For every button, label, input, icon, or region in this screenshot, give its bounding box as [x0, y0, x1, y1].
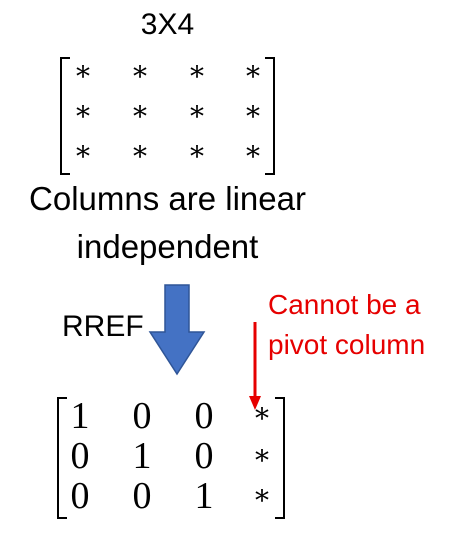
matrix-row: 0 1 0 * [57, 437, 285, 477]
matrix-cell: 0 [194, 395, 214, 437]
annotation-line-1: Cannot be a [268, 289, 421, 320]
matrix-cell: * [133, 140, 147, 173]
down-arrow-icon [148, 284, 206, 376]
matrix-cell: * [76, 140, 90, 173]
matrix-row: * * * * [60, 143, 275, 173]
matrix-cell: 1 [70, 395, 90, 437]
right-bracket [265, 57, 275, 175]
matrix-cell: * [76, 100, 90, 133]
matrix-size-label: 3X4 [140, 8, 195, 41]
matrix-cell: 0 [132, 395, 152, 437]
matrix-row: 1 0 0 * [57, 397, 285, 437]
matrix-cell: * [190, 100, 204, 133]
left-bracket [60, 57, 70, 175]
red-pointer-arrow-icon [249, 322, 261, 410]
rref-label: RREF [62, 310, 144, 343]
rref-matrix: 1 0 0 * 0 1 0 * 0 0 1 * [57, 397, 285, 519]
caption-line-1: Columns are linear [29, 180, 306, 217]
matrix-cell: * [255, 402, 269, 435]
matrix-row: * * * * [60, 63, 275, 93]
top-matrix: * * * * * * * * * * * * [60, 57, 275, 175]
matrix-cell: * [190, 60, 204, 93]
matrix-cell: 1 [132, 435, 152, 477]
matrix-cell: * [133, 100, 147, 133]
matrix-cell: 0 [70, 435, 90, 477]
matrix-cell: 0 [70, 475, 90, 517]
matrix-cell: * [246, 60, 260, 93]
matrix-cell: * [76, 60, 90, 93]
matrix-cell: * [255, 484, 269, 517]
matrix-cell: * [246, 100, 260, 133]
matrix-cell: 0 [132, 475, 152, 517]
matrix-row: 0 0 1 * [57, 477, 285, 517]
matrix-cell: * [246, 140, 260, 173]
matrix-cell: * [190, 140, 204, 173]
caption-line-2: independent [76, 228, 259, 265]
annotation-line-2: pivot column [268, 329, 426, 360]
matrix-cell: * [255, 444, 269, 477]
right-bracket [275, 397, 285, 519]
matrix-row: * * * * [60, 103, 275, 133]
left-bracket [57, 397, 67, 519]
matrix-cell: * [133, 60, 147, 93]
matrix-cell: 1 [194, 475, 214, 517]
matrix-cell: 0 [194, 435, 214, 477]
